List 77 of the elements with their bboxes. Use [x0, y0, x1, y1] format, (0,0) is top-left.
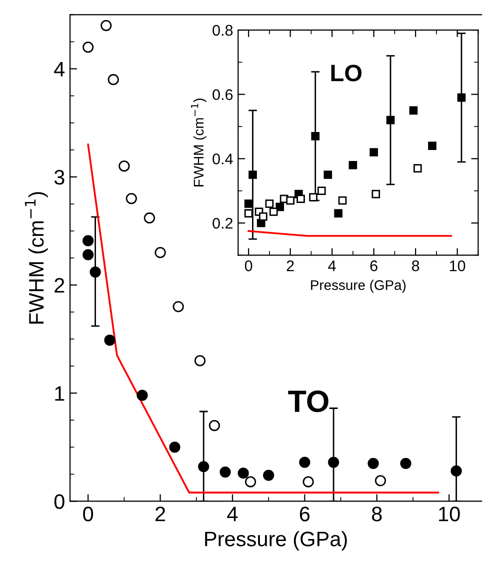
y-axis-title: FWHM (cm$^{−1}$)	[191, 98, 206, 186]
point	[338, 196, 347, 205]
x-tick-label: 8	[372, 506, 382, 522]
point	[108, 74, 119, 86]
point	[299, 456, 310, 468]
point	[311, 132, 320, 140]
point	[238, 468, 249, 479]
point	[136, 390, 148, 401]
point	[82, 249, 94, 260]
point	[386, 116, 395, 124]
x-tick-label: 6	[300, 506, 310, 522]
point	[400, 458, 412, 469]
point	[244, 209, 253, 218]
x-tick-label: 10	[450, 260, 466, 272]
x-tick-label: 2	[286, 260, 294, 272]
point	[82, 42, 94, 53]
point	[324, 170, 332, 179]
point	[302, 476, 314, 488]
x-axis-title: Pressure (GPa)	[205, 531, 347, 550]
point	[286, 196, 294, 205]
point	[409, 106, 418, 115]
y-tick-label: 2	[54, 278, 64, 293]
point	[244, 200, 253, 208]
point	[220, 466, 231, 478]
point	[334, 209, 342, 218]
point	[348, 160, 358, 170]
point	[269, 208, 278, 216]
point	[368, 458, 379, 469]
y-tick-label: 0	[54, 494, 64, 509]
point	[118, 160, 130, 172]
y-tick-label: 3	[54, 170, 64, 185]
point	[265, 200, 274, 208]
point	[172, 301, 184, 312]
y-tick-label: 1	[55, 386, 64, 401]
annotation: TO	[288, 390, 328, 412]
point	[198, 461, 210, 472]
point	[309, 193, 318, 202]
point	[317, 186, 326, 196]
y-axis-title: FWHM (cm$^{−1}$)	[24, 192, 48, 324]
point	[296, 194, 305, 204]
x-tick-label: 0	[244, 260, 252, 272]
point	[370, 148, 378, 156]
annotation: LO	[331, 64, 362, 82]
x-axis-title: Pressure (GPa)	[311, 280, 406, 293]
point	[104, 334, 116, 346]
point	[244, 476, 256, 488]
x-tick-label: 10	[439, 506, 460, 522]
point	[457, 93, 466, 102]
point	[248, 170, 257, 179]
point	[82, 235, 94, 246]
point	[154, 247, 166, 258]
point	[144, 212, 156, 224]
point	[450, 465, 462, 477]
y-tick-label: 0.8	[212, 24, 233, 36]
x-tick-label: 0	[83, 506, 94, 522]
y-tick-label: 0.6	[212, 89, 233, 100]
x-tick-label: 4	[328, 260, 336, 272]
x-tick-label: 8	[412, 260, 420, 272]
x-tick-label: 2	[156, 506, 166, 522]
point	[372, 190, 380, 198]
point	[126, 192, 137, 204]
y-tick-label: 0.2	[212, 218, 232, 229]
point	[259, 212, 268, 221]
point	[328, 456, 340, 468]
point	[90, 266, 101, 278]
y-tick-label: 0.4	[212, 154, 233, 164]
x-tick-label: 6	[370, 260, 378, 272]
point	[428, 142, 436, 150]
point	[263, 470, 274, 481]
point	[208, 420, 220, 432]
point	[194, 355, 206, 366]
point	[374, 475, 386, 486]
y-tick-label: 4	[54, 62, 65, 76]
point	[276, 202, 284, 212]
point	[413, 164, 422, 172]
point	[100, 20, 112, 32]
point	[169, 442, 180, 453]
